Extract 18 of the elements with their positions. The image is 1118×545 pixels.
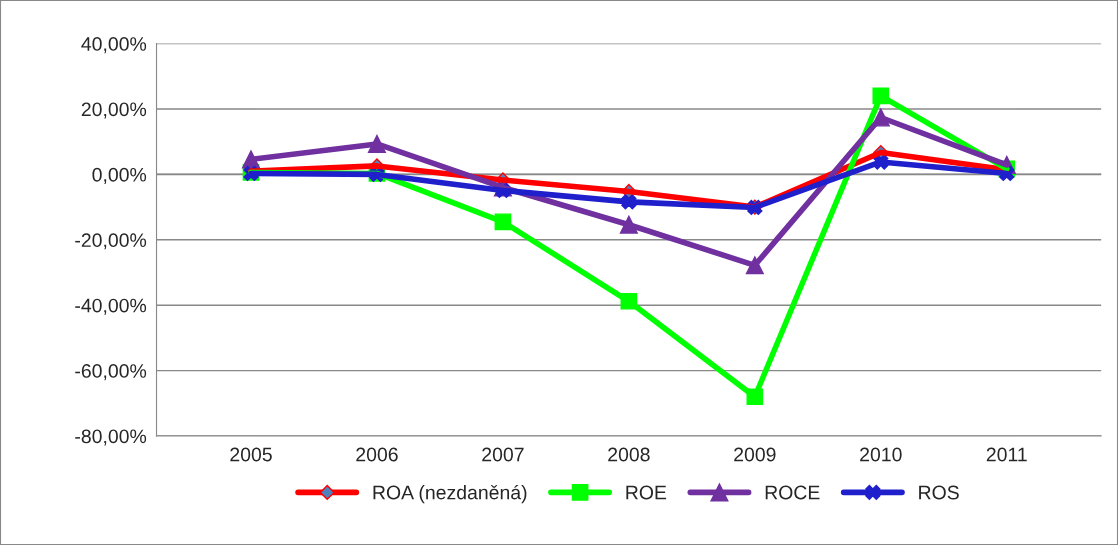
- x-tick-label: 2006: [356, 447, 398, 462]
- x-tick-label: 2005: [230, 447, 272, 462]
- y-tick-label: -20,00%: [75, 233, 147, 250]
- y-tick-label: 40,00%: [81, 37, 147, 54]
- legend-label: ROE: [626, 485, 667, 500]
- x-tick-label: 2010: [860, 447, 902, 462]
- y-tick-label: -60,00%: [75, 364, 147, 381]
- y-tick-label: -40,00%: [75, 298, 147, 315]
- x-tick-label: 2008: [608, 447, 650, 462]
- legend-label: ROCE: [765, 485, 820, 500]
- x-tick-label: 2009: [734, 447, 776, 462]
- legend-label: ROS: [919, 485, 959, 500]
- y-tick-label: 20,00%: [81, 102, 147, 119]
- y-tick-label: -80,00%: [75, 429, 147, 446]
- y-tick-label: 0,00%: [92, 167, 147, 184]
- legend-label: ROA (nezdaněná): [373, 484, 527, 504]
- x-tick-label: 2007: [482, 447, 524, 462]
- x-tick-label: 2011: [986, 447, 1027, 462]
